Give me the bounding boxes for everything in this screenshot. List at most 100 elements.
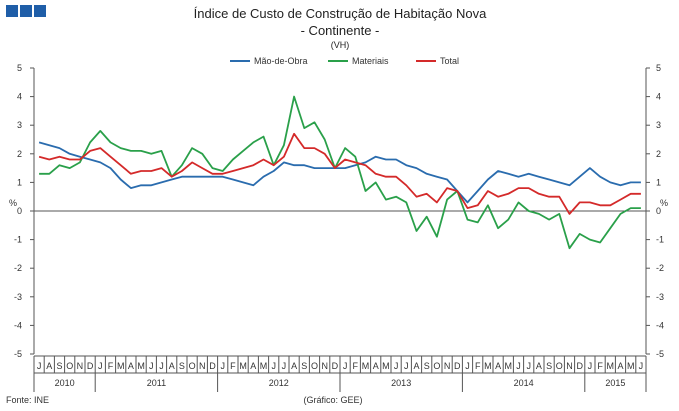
month-tick-label: M: [607, 361, 615, 371]
month-tick-label: J: [588, 361, 593, 371]
month-tick-label: N: [444, 361, 451, 371]
month-tick-label: F: [475, 361, 481, 371]
month-tick-label: J: [98, 361, 103, 371]
y-tick-label-left: -5: [14, 349, 22, 359]
credit-note: (Gráfico: GEE): [303, 395, 362, 405]
month-tick-label: J: [220, 361, 225, 371]
month-tick-label: F: [597, 361, 603, 371]
month-tick-label: J: [516, 361, 521, 371]
unit-note: (VH): [331, 40, 350, 50]
y-tick-label-right: 3: [656, 120, 661, 130]
year-tick-label: 2015: [605, 378, 625, 388]
month-tick-label: M: [505, 361, 513, 371]
month-tick-label: N: [77, 361, 84, 371]
month-tick-label: A: [128, 361, 134, 371]
logo-square: [34, 5, 46, 17]
legend-label: Total: [440, 56, 459, 66]
month-tick-label: S: [179, 361, 185, 371]
month-tick-label: J: [394, 361, 399, 371]
month-tick-label: J: [526, 361, 531, 371]
y-axis-label-left: %: [9, 198, 17, 208]
year-tick-label: 2011: [147, 378, 166, 388]
month-tick-label: M: [117, 361, 125, 371]
month-tick-label: A: [291, 361, 297, 371]
month-tick-label: A: [250, 361, 256, 371]
month-tick-label: M: [137, 361, 145, 371]
month-tick-label: J: [465, 361, 470, 371]
chart-subtitle: - Continente -: [301, 23, 380, 38]
month-tick-label: M: [382, 361, 390, 371]
legend: Mão-de-Obra Materiais Total: [230, 56, 459, 66]
month-tick-label: N: [199, 361, 206, 371]
legend-label: Materiais: [352, 56, 389, 66]
month-tick-label: A: [495, 361, 501, 371]
month-tick-label: D: [454, 361, 461, 371]
y-tick-label-right: 4: [656, 92, 661, 102]
month-tick-label: D: [576, 361, 583, 371]
month-tick-label: S: [56, 361, 62, 371]
month-tick-label: J: [159, 361, 164, 371]
y-tick-label-left: -4: [14, 320, 22, 330]
month-tick-label: J: [404, 361, 409, 371]
y-tick-label-right: -4: [656, 320, 664, 330]
series-line: [39, 95, 641, 250]
month-tick-label: M: [362, 361, 370, 371]
y-tick-label-left: -3: [14, 292, 22, 302]
year-tick-label: 2010: [55, 378, 75, 388]
year-tick-label: 2013: [391, 378, 411, 388]
y-tick-label-left: 0: [17, 206, 22, 216]
month-tick-label: O: [189, 361, 196, 371]
y-tick-label-left: 3: [17, 120, 22, 130]
month-tick-label: F: [230, 361, 236, 371]
chart-title: Índice de Custo de Construção de Habitaç…: [194, 6, 487, 21]
month-tick-label: D: [87, 361, 94, 371]
month-tick-label: A: [46, 361, 52, 371]
month-tick-label: F: [108, 361, 114, 371]
month-tick-label: A: [617, 361, 623, 371]
axes: -5 -5-4 -4-3 -3-2 -2-1 -10 01 12 23 34 45 5J A S O N D J F…: [14, 63, 664, 392]
month-tick-label: A: [373, 361, 379, 371]
y-tick-label-left: -1: [14, 235, 22, 245]
month-tick-label: M: [484, 361, 492, 371]
month-tick-label: J: [37, 361, 42, 371]
series-line: [38, 141, 641, 204]
y-tick-label-left: 5: [17, 63, 22, 73]
month-tick-label: S: [301, 361, 307, 371]
month-tick-label: O: [311, 361, 318, 371]
month-tick-label: D: [332, 361, 339, 371]
month-tick-label: A: [413, 361, 419, 371]
y-tick-label-right: 1: [656, 177, 661, 187]
series-lines: [38, 95, 641, 250]
month-tick-label: O: [66, 361, 73, 371]
series-line: [38, 132, 641, 215]
y-tick-label-right: -2: [656, 263, 664, 273]
legend-label: Mão-de-Obra: [254, 56, 308, 66]
y-tick-label-right: 0: [656, 206, 661, 216]
month-tick-label: S: [546, 361, 552, 371]
y-tick-label-left: 1: [17, 177, 22, 187]
month-tick-label: F: [353, 361, 359, 371]
y-tick-label-left: 2: [17, 149, 22, 159]
y-axis-label-right: %: [660, 198, 668, 208]
month-tick-label: A: [536, 361, 542, 371]
logo-square: [20, 5, 32, 17]
month-tick-label: O: [556, 361, 563, 371]
month-tick-label: N: [321, 361, 328, 371]
month-tick-label: J: [149, 361, 154, 371]
logo-square: [6, 5, 18, 17]
month-tick-label: A: [169, 361, 175, 371]
month-tick-label: J: [271, 361, 276, 371]
month-tick-label: N: [566, 361, 573, 371]
month-tick-label: O: [433, 361, 440, 371]
source-note: Fonte: INE: [6, 395, 49, 405]
year-tick-label: 2012: [269, 378, 289, 388]
y-tick-label-right: 2: [656, 149, 661, 159]
month-tick-label: J: [282, 361, 287, 371]
y-tick-label-left: 4: [17, 92, 22, 102]
month-tick-label: D: [209, 361, 216, 371]
month-tick-label: M: [627, 361, 635, 371]
y-tick-label-right: -3: [656, 292, 664, 302]
month-tick-label: J: [639, 361, 644, 371]
year-tick-label: 2014: [514, 378, 534, 388]
